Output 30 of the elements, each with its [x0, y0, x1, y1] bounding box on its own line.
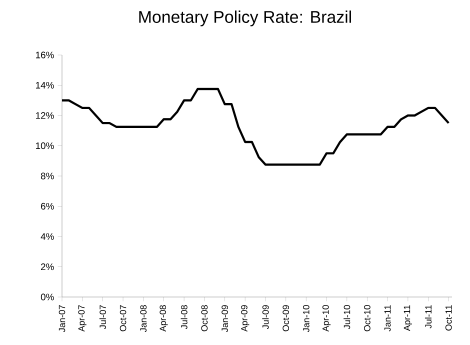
- x-tick-label: Apr-07: [78, 305, 86, 332]
- x-tick-label: Oct-08: [201, 305, 208, 332]
- x-tick-label: Jan-11: [384, 305, 391, 332]
- x-tick-label: Jan-09: [222, 305, 228, 332]
- x-tick-label: Oct-10: [364, 305, 370, 332]
- x-tick-label: Jan-08: [140, 305, 147, 332]
- x-tick-label: Jul-07: [99, 305, 106, 330]
- x-tick-label: Apr-11: [404, 305, 412, 332]
- x-tick-label: Apr-10: [322, 305, 331, 332]
- x-tick-label: Jul-08: [180, 305, 188, 330]
- x-tick-label: Jul-09: [262, 305, 269, 330]
- y-tick-label: 6%: [41, 202, 54, 210]
- y-tick-label: 10%: [36, 142, 54, 150]
- y-tick-label: 0%: [40, 294, 54, 300]
- chart-title: Monetary Policy Rate: Brazil: [139, 10, 351, 26]
- x-tick-label: Apr-08: [160, 305, 168, 332]
- y-tick-label: 12%: [36, 112, 54, 119]
- x-tick-label: Jul-10: [344, 305, 350, 330]
- y-tick-label: 14%: [36, 82, 54, 89]
- x-tick-label: Oct-09: [282, 305, 290, 332]
- x-tick-label: Oct-11: [445, 305, 452, 331]
- x-tick-label: Apr-09: [241, 305, 250, 332]
- x-tick-label: Jan-10: [302, 305, 310, 332]
- x-tick-label: Jan-07: [58, 305, 66, 332]
- y-tick-label: 2%: [41, 263, 54, 270]
- x-tick-label: Oct-07: [120, 305, 126, 332]
- y-tick-label: 4%: [40, 233, 54, 240]
- y-tick-label: 16%: [36, 52, 54, 58]
- x-tick-label: Jul-11: [424, 305, 432, 328]
- y-tick-label: 8%: [40, 172, 54, 180]
